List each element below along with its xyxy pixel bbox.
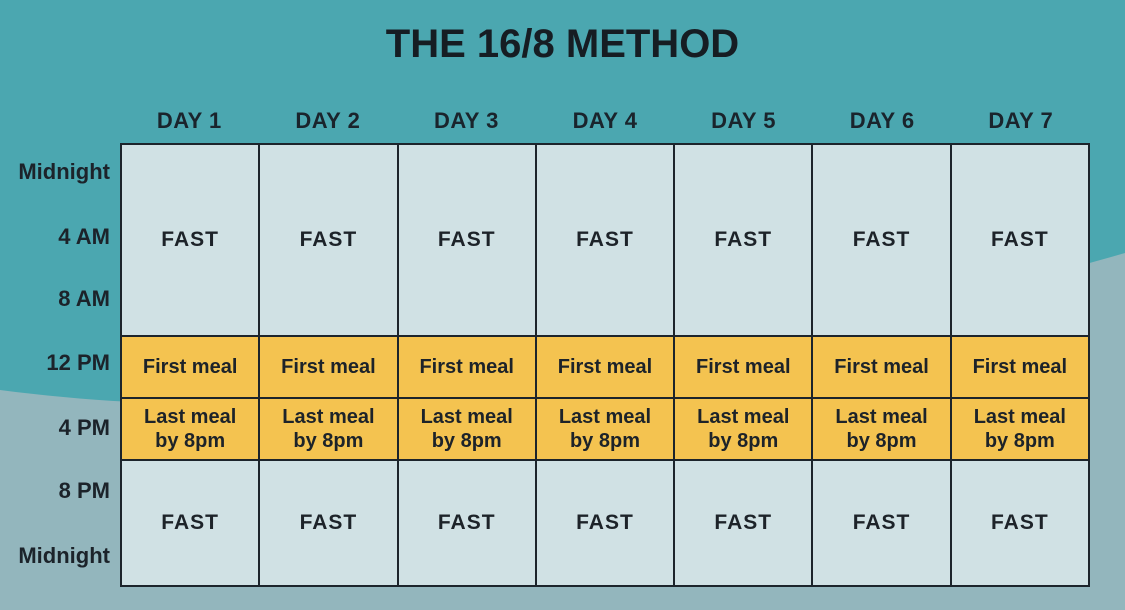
first-meal-cell: First meal (122, 337, 259, 399)
day-header-1: DAY 1 (156, 108, 222, 133)
last-meal-line2: by 8pm (155, 430, 226, 452)
day-header-7: DAY 7 (988, 108, 1054, 133)
last-meal-line2: by 8pm (984, 430, 1055, 452)
last-meal-line1: Last meal (835, 406, 928, 428)
last-meal-line2: by 8pm (293, 430, 364, 452)
day-column-1: FAST First meal Last meal by 8pm FAST (122, 145, 261, 585)
last-meal-cell: Last meal by 8pm (813, 399, 950, 461)
last-meal-line1: Last meal (282, 406, 375, 428)
day-column-3: FAST First meal Last meal by 8pm FAST (398, 145, 537, 585)
day-header-row: DAY 1 DAY 2 DAY 3 DAY 4 DAY 5 DAY 6 DAY … (120, 102, 1090, 140)
fast-morning-cell: FAST (260, 145, 397, 337)
fast-evening-cell: FAST (260, 461, 397, 585)
last-meal-cell: Last meal by 8pm (398, 399, 535, 461)
fast-morning-cell: FAST (122, 145, 259, 337)
last-meal-line2: by 8pm (708, 430, 779, 452)
fast-evening-cell: FAST (813, 461, 950, 585)
day-column-7: FAST First meal Last meal by 8pm FAST (951, 145, 1088, 585)
day-header-5: DAY 5 (711, 108, 777, 133)
day-header-2: DAY 2 (295, 108, 361, 133)
time-label-8pm: 8 PM (58, 478, 110, 503)
time-label-midnight-bottom: Midnight (18, 543, 110, 568)
last-meal-cell: Last meal by 8pm (536, 399, 674, 461)
last-meal-line2: by 8pm (431, 430, 502, 452)
last-meal-cell: Last meal by 8pm (675, 399, 812, 461)
fast-morning-cell: FAST (951, 145, 1088, 337)
fast-evening-cell: FAST (675, 461, 812, 585)
page-title: THE 16/8 METHOD (385, 22, 740, 66)
fast-evening-cell: FAST (122, 461, 259, 585)
first-meal-cell: First meal (675, 337, 812, 399)
fast-morning-cell: FAST (813, 145, 950, 337)
schedule-table: FAST First meal Last meal by 8pm FAST FA… (120, 143, 1090, 587)
day-header-4: DAY 4 (572, 108, 638, 133)
day-column-2: FAST First meal Last meal by 8pm FAST (260, 145, 399, 585)
fast-evening-cell: FAST (951, 461, 1088, 585)
last-meal-line1: Last meal (144, 406, 237, 428)
day-header-3: DAY 3 (434, 108, 499, 133)
day-column-5: FAST First meal Last meal by 8pm FAST (675, 145, 814, 585)
last-meal-line2: by 8pm (846, 430, 917, 452)
fast-morning-cell: FAST (398, 145, 535, 337)
time-label-12pm: 12 PM (46, 350, 110, 375)
time-label-8am: 8 AM (58, 286, 110, 311)
first-meal-cell: First meal (813, 337, 950, 399)
fast-evening-cell: FAST (536, 461, 674, 585)
day-column-6: FAST First meal Last meal by 8pm FAST (813, 145, 952, 585)
last-meal-cell: Last meal by 8pm (122, 399, 259, 461)
last-meal-line2: by 8pm (569, 430, 640, 452)
last-meal-line1: Last meal (973, 406, 1066, 428)
last-meal-cell: Last meal by 8pm (951, 399, 1088, 461)
day-column-4: FAST First meal Last meal by 8pm FAST (536, 145, 676, 585)
time-label-midnight-top: Midnight (18, 159, 110, 184)
time-label-4pm: 4 PM (58, 415, 110, 440)
last-meal-line1: Last meal (558, 406, 652, 428)
time-label-4am: 4 AM (58, 224, 110, 249)
fast-evening-cell: FAST (398, 461, 535, 585)
fast-morning-cell: FAST (536, 145, 674, 337)
first-meal-cell: First meal (398, 337, 535, 399)
day-header-6: DAY 6 (849, 108, 915, 133)
first-meal-cell: First meal (260, 337, 397, 399)
first-meal-cell: First meal (951, 337, 1088, 399)
last-meal-cell: Last meal by 8pm (260, 399, 397, 461)
last-meal-line1: Last meal (420, 406, 513, 428)
last-meal-line1: Last meal (697, 406, 790, 428)
fast-morning-cell: FAST (675, 145, 812, 337)
first-meal-cell: First meal (536, 337, 674, 399)
time-axis: Midnight 4 AM 8 AM 12 PM 4 PM 8 PM Midni… (0, 0, 110, 610)
